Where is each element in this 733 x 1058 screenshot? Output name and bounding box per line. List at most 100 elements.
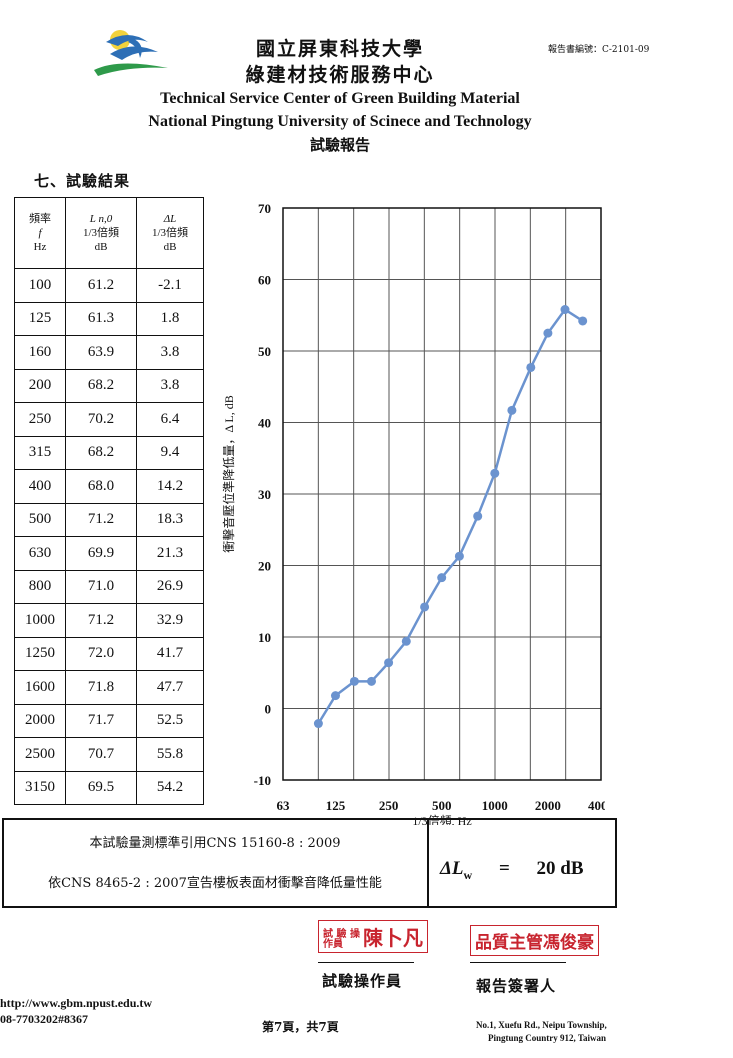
table-row: 160 63.9 3.8: [14, 335, 204, 370]
cell-frequency: 400: [14, 469, 66, 504]
cell-frequency: 500: [14, 502, 66, 537]
x-tick-label: 125: [326, 798, 346, 813]
x-tick-label: 250: [379, 798, 399, 813]
x-tick-label: 1000: [482, 798, 508, 813]
data-point: [420, 602, 430, 612]
cell-ln0: 69.9: [65, 536, 137, 571]
cell-frequency: 1000: [14, 603, 66, 638]
cell-frequency: 1600: [14, 670, 66, 705]
table-row: 1600 71.8 47.7: [14, 670, 204, 705]
cell-frequency: 800: [14, 569, 66, 604]
cell-ln0: 71.8: [65, 670, 137, 705]
y-tick-label: 0: [265, 702, 272, 717]
cell-ln0: 71.7: [65, 703, 137, 738]
data-point: [560, 305, 570, 315]
center-name-en: Technical Service Center of Green Buildi…: [160, 90, 520, 107]
page-number: 第7頁，共7頁: [262, 1020, 339, 1034]
cell-frequency: 315: [14, 435, 66, 470]
y-tick-label: 20: [258, 559, 271, 574]
table-row: 800 71.0 26.9: [14, 569, 204, 604]
cell-delta-l: 14.2: [136, 469, 204, 504]
cell-delta-l: 18.3: [136, 502, 204, 537]
table-row: 400 68.0 14.2: [14, 469, 204, 504]
operator-signature-line: [318, 962, 414, 963]
table-header-row: 頻率 f Hz L n,0 1/3倍頻 dB ΔL 1/3倍頻 dB: [14, 197, 204, 269]
data-point: [543, 328, 553, 338]
y-tick-label: 60: [258, 273, 271, 288]
cell-ln0: 71.2: [65, 603, 137, 638]
footer-address-line2: Pingtung Country 912, Taiwan: [488, 1033, 607, 1043]
footer-address-line1: No.1, Xuefu Rd., Neipu Township,: [476, 1020, 607, 1030]
cell-ln0: 63.9: [65, 335, 137, 370]
center-name-zh: 綠建材技術服務中心: [245, 64, 435, 86]
cell-frequency: 1250: [14, 636, 66, 671]
data-point: [473, 511, 483, 521]
data-point: [578, 316, 588, 326]
data-point: [454, 551, 464, 561]
cell-delta-l: 6.4: [136, 402, 204, 437]
cell-delta-l: 54.2: [136, 770, 204, 805]
cell-frequency: 250: [14, 402, 66, 437]
university-name-en: National Pingtung University of Scinece …: [148, 113, 532, 130]
table-row: 125 61.3 1.8: [14, 301, 204, 336]
table-row: 2500 70.7 55.8: [14, 737, 204, 772]
y-tick-label: 40: [258, 416, 271, 431]
cell-delta-l: 55.8: [136, 737, 204, 772]
y-tick-label: 70: [258, 201, 271, 216]
cell-delta-l: 21.3: [136, 536, 204, 571]
cell-frequency: 160: [14, 335, 66, 370]
cell-frequency: 200: [14, 368, 66, 403]
data-point: [490, 468, 500, 478]
signer-role-label: 報告簽署人: [476, 977, 557, 995]
data-point: [401, 636, 411, 646]
cell-frequency: 630: [14, 536, 66, 571]
cell-ln0: 72.0: [65, 636, 137, 671]
table-row: 315 68.2 9.4: [14, 435, 204, 470]
data-point: [526, 362, 536, 372]
data-point: [349, 676, 359, 686]
y-tick-label: 50: [258, 344, 271, 359]
data-point: [507, 405, 517, 415]
report-title: 試驗報告: [309, 136, 370, 154]
table-row: 250 70.2 6.4: [14, 402, 204, 437]
cell-ln0: 61.2: [65, 268, 137, 303]
cell-delta-l: 3.8: [136, 335, 204, 370]
data-point: [330, 691, 340, 701]
signer-signature-line: [470, 962, 566, 963]
report-number: 報告書編號：C-2101-09: [548, 45, 650, 55]
footer-phone: 08-7703202#8367: [0, 1012, 88, 1026]
cell-delta-l: 47.7: [136, 670, 204, 705]
delta-l-line-chart: -10 0 10 20 30 40 50 60 70 63 125 250 500 1000 2000 400…: [221, 201, 605, 825]
cell-ln0: 68.0: [65, 469, 137, 504]
cell-delta-l: 52.5: [136, 703, 204, 738]
cell-ln0: 71.2: [65, 502, 137, 537]
y-tick-label: 30: [258, 487, 271, 502]
results-table: 頻率 f Hz L n,0 1/3倍頻 dB ΔL 1/3倍頻 dB 100 61…: [14, 197, 204, 805]
data-point: [437, 573, 447, 583]
table-row: 3150 69.5 54.2: [14, 770, 204, 805]
standards-divider: [427, 820, 429, 906]
cell-ln0: 70.7: [65, 737, 137, 772]
cell-delta-l: 41.7: [136, 636, 204, 671]
cell-ln0: 61.3: [65, 301, 137, 336]
cell-frequency: 3150: [14, 770, 66, 805]
table-row: 1250 72.0 41.7: [14, 636, 204, 671]
footer-url: http://www.gbm.npust.edu.tw: [0, 996, 153, 1010]
header-ln0: L n,0 1/3倍頻 dB: [65, 197, 137, 269]
university-logo-icon: [94, 30, 168, 76]
section-title: 七、試驗結果: [34, 172, 131, 190]
cell-ln0: 68.2: [65, 368, 137, 403]
cell-delta-l: 3.8: [136, 368, 204, 403]
cell-delta-l: 32.9: [136, 603, 204, 638]
operator-role-label: 試驗操作員: [322, 972, 403, 990]
cell-frequency: 100: [14, 268, 66, 303]
operator-stamp: 試 驗 操作員 陳卜凡: [318, 920, 428, 953]
y-tick-label: -10: [254, 773, 271, 788]
x-tick-label: 4000: [588, 798, 605, 813]
cell-delta-l: -2.1: [136, 268, 204, 303]
header-frequency: 頻率 f Hz: [14, 197, 66, 269]
header-delta-l: ΔL 1/3倍頻 dB: [136, 197, 204, 269]
university-name-zh: 國立屏東科技大學: [255, 38, 424, 60]
table-row: 2000 71.7 52.5: [14, 703, 204, 738]
cell-delta-l: 1.8: [136, 301, 204, 336]
